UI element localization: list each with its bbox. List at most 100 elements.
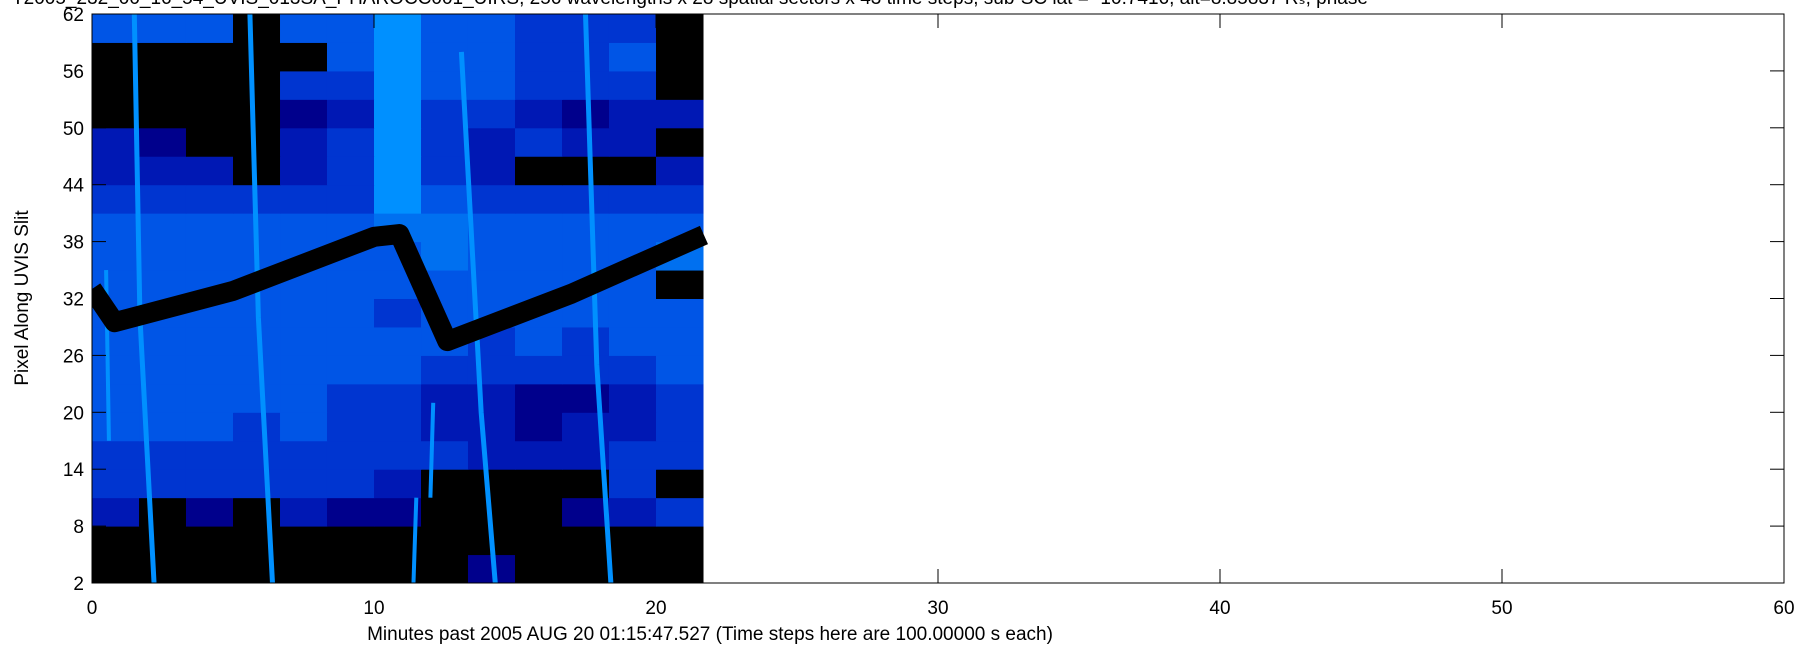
heatmap-cell [467,213,516,243]
heatmap-cell [233,526,281,556]
heatmap-cell [608,326,657,356]
heatmap-cell [139,156,187,186]
heatmap-cell [280,497,328,527]
heatmap-cell [326,412,375,442]
heatmap-cell [608,412,657,442]
heatmap-cell [185,184,234,214]
heatmap-cell [562,241,610,271]
heatmap-cell [92,127,140,157]
heatmap-cell [515,156,563,186]
heatmap-cell [233,70,281,100]
heatmap-cell [280,326,328,356]
heatmap-cell [92,526,140,556]
heatmap-cell [608,469,657,499]
heatmap-cell [139,270,187,299]
heatmap-cell [562,127,610,157]
heatmap-cell [608,554,657,583]
heatmap-cell [185,469,234,499]
heatmap-cell [608,497,657,527]
y-tick-label: 44 [63,176,85,197]
x-axis-label: Minutes past 2005 AUG 20 01:15:47.527 (T… [367,624,1053,645]
heatmap-cell [467,355,516,385]
heatmap-cell [374,469,422,499]
heatmap-cell [608,99,657,129]
heatmap-cell [139,184,187,214]
heatmap-cell [515,412,563,442]
heatmap-cell [467,412,516,442]
y-tick-label: 56 [63,62,84,83]
heatmap-cell [656,355,704,385]
heatmap-cell [515,554,563,583]
heatmap-cell [92,241,140,271]
heatmap-cell [233,469,281,499]
heatmap-cell [608,14,657,43]
heatmap-cell [656,270,704,299]
heatmap-cell [515,526,563,556]
heatmap-cell [92,156,140,186]
heatmap-cell [92,42,140,72]
heatmap-cell [562,99,610,129]
y-tick-label: 26 [63,346,84,367]
heatmap-cell [421,127,469,157]
heatmap-cell [374,184,422,214]
heatmap-cell [421,241,469,271]
heatmap-cell [233,412,281,442]
heatmap-cell [515,14,563,43]
heatmap-cell [467,156,516,186]
heatmap-cell [374,127,422,157]
heatmap-cell [608,355,657,385]
heatmap-cell [562,213,610,243]
heatmap-cell [374,42,422,72]
heatmap-cell [608,213,657,243]
y-tick-label: 32 [63,290,84,311]
heatmap-cell [139,70,187,100]
heatmap-cell [374,14,422,43]
heatmap-cell [280,412,328,442]
heatmap-cell [421,355,469,385]
heatmap-cell [326,326,375,356]
heatmap-cell [92,383,140,413]
heatmap-cell [280,42,328,72]
x-tick-label: 10 [363,598,384,619]
heatmap-cell [139,326,187,356]
heatmap-cell [139,42,187,72]
heatmap-cell [139,213,187,243]
x-tick-label: 40 [1209,598,1230,619]
heatmap-cell [280,554,328,583]
y-tick-label: 38 [63,233,84,254]
heatmap-cell [185,440,234,470]
overlay-track [458,51,498,583]
heatmap-cell [185,127,234,157]
heatmap-cell [608,127,657,157]
heatmap-cell [608,298,657,328]
heatmap-cell [233,42,281,72]
heatmap-cell [562,526,610,556]
heatmap-cell [608,383,657,413]
heatmap-cell [280,70,328,100]
heatmap-cell [280,156,328,186]
heatmap-cell [233,99,281,129]
heatmap-cell [421,213,469,243]
y-axis-label: Pixel Along UVIS Slit [12,210,33,386]
heatmap-cell [656,554,704,583]
heatmap-cell [421,412,469,442]
heatmap-cell [656,14,704,43]
heatmap-cell [515,469,563,499]
heatmap-cell [374,355,422,385]
heatmap-cell [326,42,375,72]
heatmap-cell [656,42,704,72]
heatmap-cell [280,298,328,328]
heatmap-cell [562,156,610,186]
x-tick-label: 50 [1491,598,1512,619]
heatmap-cell [185,99,234,129]
heatmap-cell [656,383,704,413]
heatmap-cell [608,70,657,100]
heatmap-cell [608,526,657,556]
heatmap-cell [326,99,375,129]
heatmap-cell [326,184,375,214]
heatmap-cell [515,99,563,129]
overlay-track [428,402,436,498]
heatmap-cell [656,184,704,214]
heatmap-cell [139,554,187,583]
